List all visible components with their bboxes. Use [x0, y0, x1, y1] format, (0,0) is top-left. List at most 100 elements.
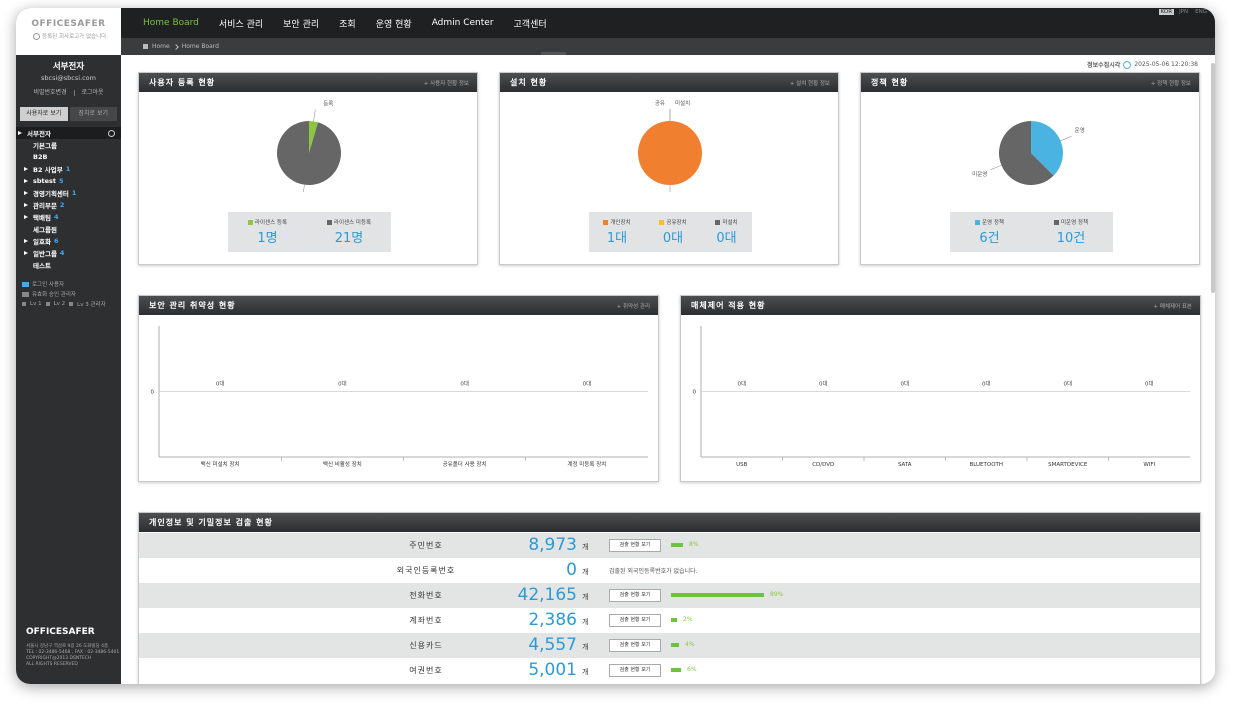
legend-value: 21명 — [334, 231, 364, 246]
tree-arrow — [24, 203, 28, 207]
pie-chart: 등록미등록 — [277, 100, 341, 192]
nav-item[interactable]: Home Board — [143, 18, 199, 28]
row-label: 주민번호 — [409, 541, 443, 550]
tree-item[interactable]: 서부전자 — [16, 127, 121, 139]
nav-item[interactable]: 운영 현황 — [375, 19, 412, 30]
tree-item[interactable]: 일호화 6 — [16, 235, 121, 247]
pie-slice — [999, 121, 1054, 185]
view-button[interactable]: 검출 현황 보기 — [609, 664, 661, 677]
legend-name: 운영 정책 — [981, 220, 1004, 226]
home-icon — [143, 44, 148, 49]
view-tab[interactable]: 사용자로 보기 — [20, 107, 68, 121]
legend-value: 6건 — [979, 231, 1000, 246]
tree-item[interactable]: sbtest 5 — [16, 175, 121, 187]
tree-label: B2 사업부 — [33, 166, 63, 174]
view-button[interactable]: 검출 현황 보기 — [609, 589, 661, 602]
legend-icon — [22, 281, 29, 287]
tree-item[interactable]: 일반그룹 4 — [16, 247, 121, 259]
tree-item[interactable]: 경영기획센터 1 — [16, 187, 121, 199]
panel-header: 설치 현황 + 설치 현황 정보 — [500, 73, 838, 92]
legend-item: 라이센스 등록 1명 — [247, 218, 288, 246]
tree-count: 5 — [59, 177, 64, 185]
tree-arrow — [24, 251, 28, 255]
nav-item[interactable]: 고객센터 — [513, 19, 547, 30]
view-button[interactable]: 검출 현황 보기 — [609, 639, 661, 652]
refresh-icon[interactable] — [1123, 60, 1132, 69]
tree-count: 1 — [71, 189, 77, 197]
x-tick-label: SATA — [898, 462, 912, 468]
panel-link[interactable]: + 설치 현황 정보 — [789, 81, 830, 87]
change-password-link[interactable]: 비밀번호변경 — [33, 89, 67, 96]
percent-label: 6% — [687, 666, 697, 673]
panel-link[interactable]: + 정책 현황 정보 — [1150, 81, 1191, 87]
pie-slice — [638, 121, 702, 185]
tree-item[interactable]: 테스트 — [16, 259, 121, 271]
view-button[interactable]: 검출 현황 보기 — [609, 539, 661, 552]
legend-text: 로그인 사용자 — [32, 282, 65, 288]
panel-header: 보안 관리 취약성 현황 + 취약성 관리 — [139, 296, 658, 315]
group-tree: 서부전자 기본그룹 B2B B2 사업부 1 sbtest 5 경영기획센터 1 관리부문 2 택배팀… — [16, 127, 121, 271]
tree-arrow — [24, 215, 28, 219]
scrollbar[interactable] — [1211, 63, 1215, 293]
legend-value: 10건 — [1056, 231, 1086, 246]
tree-label: 경영기획센터 — [33, 190, 69, 198]
view-button[interactable]: 검출 현황 보기 — [609, 614, 661, 627]
legend-name: 라이센스 등록 — [254, 220, 288, 226]
tree-arrow — [24, 167, 28, 171]
tree-item[interactable]: 택배팀 4 — [16, 211, 121, 223]
breadcrumb-bar: Home Home Board — [121, 38, 1215, 61]
tree-item[interactable]: 세그룹원 — [16, 223, 121, 235]
search-icon[interactable] — [108, 129, 115, 137]
legend-name: 개인장치 — [610, 220, 631, 226]
breadcrumb-item[interactable]: Home — [152, 43, 170, 50]
x-tick-label: BLUETOOTH — [969, 462, 1003, 468]
nav-item[interactable]: 보안 관리 — [283, 19, 320, 30]
panel-link[interactable]: + 사용자 현황 정보 — [423, 81, 469, 87]
legend-swatch — [603, 219, 609, 225]
legend-text: 유효화 승인 관리자 — [32, 292, 76, 298]
nav-item[interactable]: 서비스 관리 — [218, 19, 264, 30]
language-switch: KOR JPN ENG — [1158, 9, 1209, 15]
breadcrumb-item: Home Board — [181, 43, 219, 50]
row-unit: 개 — [582, 543, 589, 551]
value-label: 0대 — [982, 380, 991, 388]
nav-item[interactable]: 조회 — [339, 19, 356, 30]
tree-item[interactable]: 기본그룹 — [16, 139, 121, 151]
logout-link[interactable]: 로그아웃 — [81, 89, 104, 96]
levels-row: Lv 1 Lv 2 Lv 3 관리자 — [22, 299, 121, 309]
legend-name: 라이센스 미등록 — [333, 220, 372, 226]
tree-arrow — [24, 239, 28, 243]
collected-label: 정보수집시각 — [1087, 62, 1121, 69]
view-tab[interactable]: 장치로 보기 — [69, 107, 117, 121]
tree-item[interactable]: 관리부문 2 — [16, 199, 121, 211]
panel-link[interactable]: + 매체제어 표본 — [1153, 304, 1192, 310]
language-option[interactable]: JPN — [1179, 9, 1189, 15]
tree-arrow — [24, 143, 28, 147]
value-label: 0대 — [1145, 380, 1154, 388]
pie-legend: 라이센스 등록 1명 라이센스 미등록 21명 — [228, 212, 391, 252]
tree-item[interactable]: B2 사업부 1 — [16, 163, 121, 175]
pie-chart: 개인공유미설치 — [638, 99, 702, 192]
legend-key: 미설치 — [715, 218, 738, 226]
nav-item[interactable]: Admin Center — [431, 18, 494, 28]
panel-link[interactable]: + 취약성 관리 — [616, 304, 650, 310]
legend-key: 공유장치 — [659, 218, 687, 226]
language-option[interactable]: KOR — [1158, 9, 1175, 15]
panel: 보안 관리 취약성 현황 + 취약성 관리 0 0대 백신 미설치 장치 0대 백신 비활성… — [138, 295, 659, 482]
value-label: 0대 — [1063, 380, 1072, 388]
y-tick-label: 0 — [151, 390, 155, 396]
tree-count: 2 — [59, 201, 65, 209]
value-label: 0대 — [338, 380, 347, 388]
panel: 사용자 등록 현황 + 사용자 현황 정보등록미등록라이센스 등록 1명 라이센스 미… — [138, 72, 478, 265]
language-option[interactable]: ENG — [1195, 9, 1207, 15]
value-label: 0대 — [460, 380, 469, 388]
tree-item[interactable]: B2B — [16, 151, 121, 163]
footer-line: COPYRIGHT@2013 DSNTECH — [26, 656, 92, 661]
value-label: 0대 — [819, 380, 828, 388]
legend-key: 개인장치 — [603, 218, 631, 226]
legend-key: 운영 정책 — [974, 218, 1004, 226]
row-label: 여권번호 — [409, 666, 443, 675]
